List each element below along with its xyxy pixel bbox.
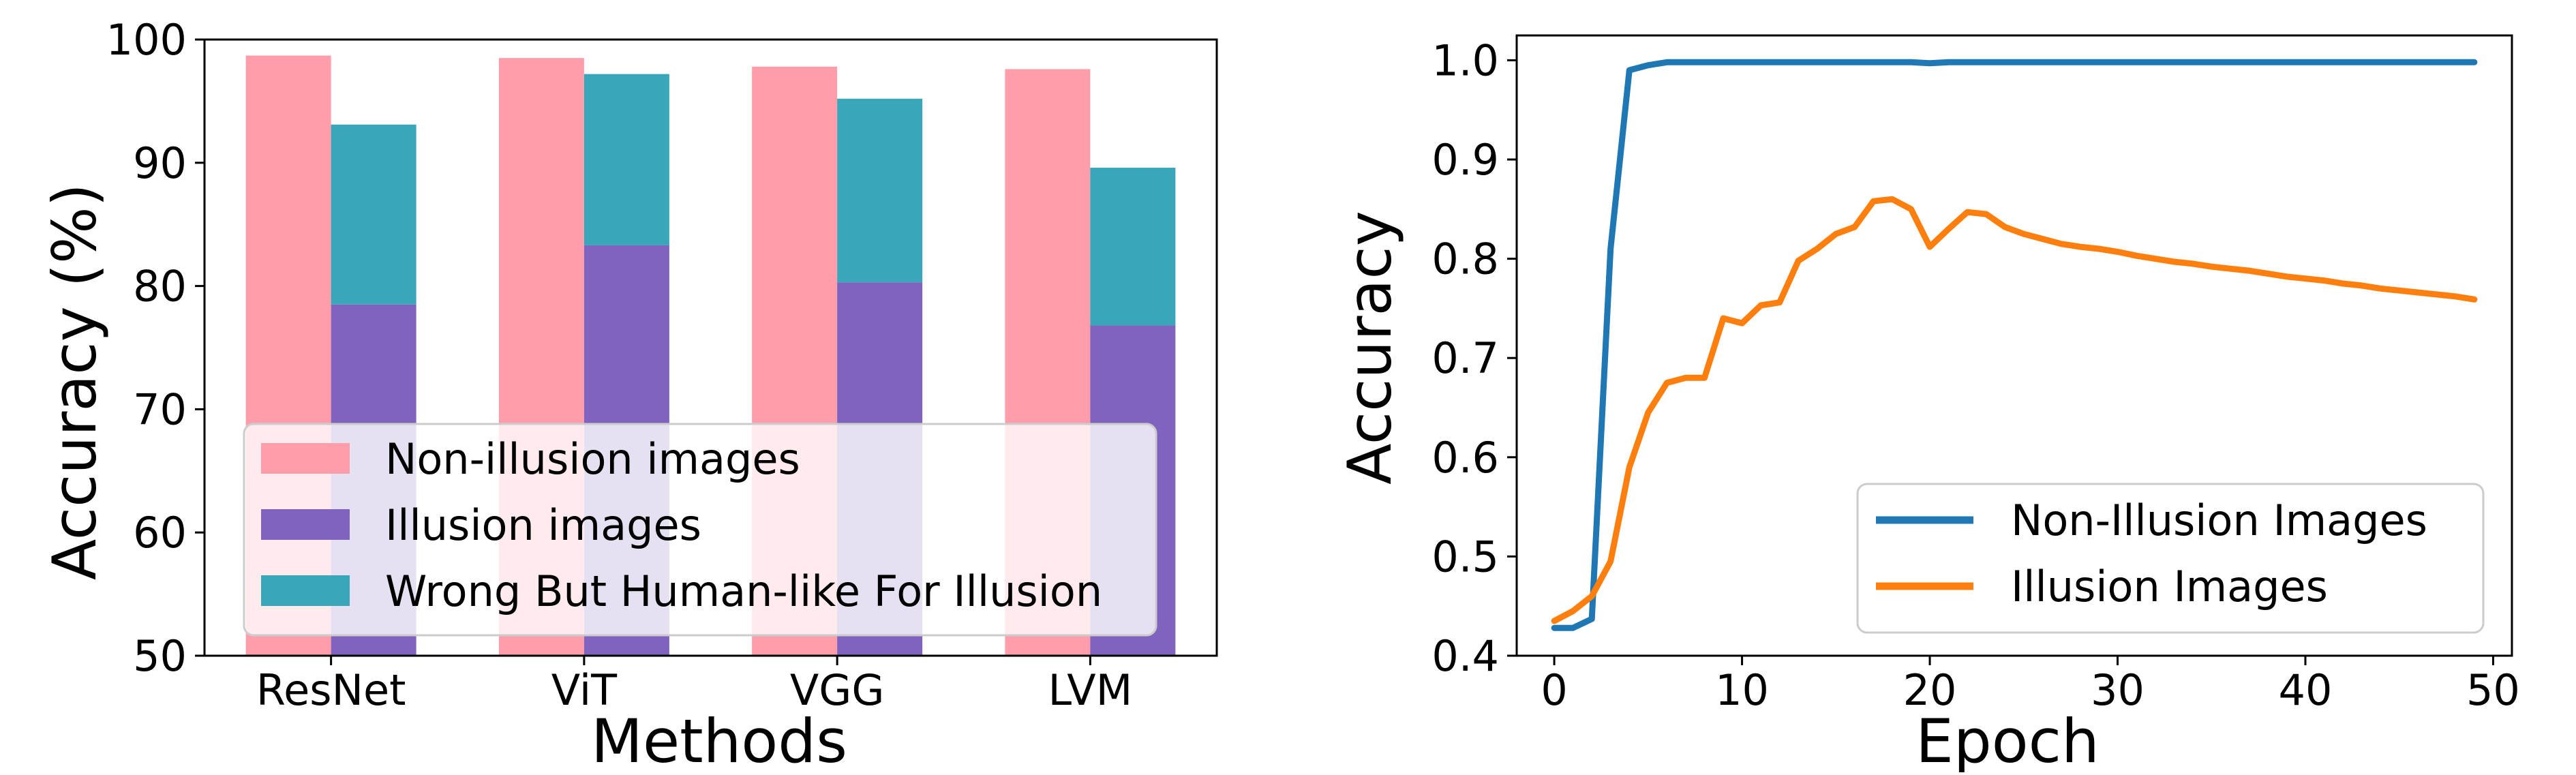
line-plot-frame (1515, 34, 2513, 657)
legend-swatch-non-illusion (261, 443, 350, 474)
bar-y-tick-label: 100 (106, 15, 187, 65)
line-x-tick-label: 50 (2466, 665, 2520, 715)
bar-legend-frame (243, 423, 1157, 637)
bar-y-axis-label: Accuracy (%) (40, 183, 110, 580)
line-x-tick-label: 30 (2091, 665, 2145, 715)
line-x-tick-label: 10 (1715, 665, 1769, 715)
legend-label-wrong-human-like: Wrong But Human-like For Illusion (385, 566, 1102, 616)
line-legend: Non-Illusion Images Illusion Images (1856, 483, 2485, 634)
bar-wrong-human-like-lvm (1090, 168, 1176, 326)
bar-wrong-human-like-vit (584, 74, 669, 245)
bar-chart: ResNet ViT VGG LVM 50 60 70 80 90 100 Methods Acc… (40, 15, 1218, 775)
line-y-tick-label: 0.8 (1431, 234, 1499, 284)
line-y-axis-label: Accuracy (1335, 211, 1405, 485)
line-x-tick-label: 40 (2279, 665, 2333, 715)
line-plot-area (1551, 59, 2478, 631)
line-illusion-images (1551, 196, 2478, 624)
line-chart: 0 10 20 30 40 50 0.4 0.5 0.6 0.7 0.8 0.9 1.0 Epoch A… (1335, 34, 2520, 775)
line-axes: 0 10 20 30 40 50 0.4 0.5 0.6 0.7 0.8 0.9 1.0 (1431, 34, 2520, 715)
line-non-illusion-images (1551, 59, 2478, 631)
legend-swatch-illusion (261, 509, 350, 540)
bar-x-axis-label: Methods (591, 706, 847, 772)
line-y-tick-label: 0.9 (1431, 135, 1499, 185)
legend-label-non-illusion-images: Non-Illusion Images (2011, 496, 2427, 545)
line-x-tick-label: 0 (1541, 665, 1567, 715)
bar-wrong-human-like-resnet (331, 124, 416, 305)
bar-plot-frame (203, 38, 1218, 657)
line-y-tick-label: 0.4 (1431, 631, 1499, 681)
bar-x-tick-label: ResNet (256, 665, 406, 715)
bar-axes: ResNet ViT VGG LVM 50 60 70 80 90 100 (106, 15, 1218, 715)
legend-swatch-wrong-human-like (261, 575, 350, 606)
line-y-tick-label: 1.0 (1431, 35, 1499, 85)
bar-x-tick-label: ViT (551, 665, 618, 715)
line-y-tick-label: 0.7 (1431, 333, 1499, 383)
legend-label-illusion-images: Illusion Images (2011, 562, 2328, 611)
line-x-axis-label: Epoch (1915, 706, 2099, 772)
legend-label-illusion: Illusion images (385, 500, 701, 550)
line-legend-frame (1856, 483, 2485, 634)
line-y-tick-label: 0.6 (1431, 433, 1499, 483)
line-x-tick-label: 20 (1903, 665, 1957, 715)
legend-label-non-illusion: Non-illusion images (385, 434, 800, 484)
bar-wrong-human-like-vgg (837, 98, 923, 283)
bar-y-tick-label: 60 (133, 508, 187, 558)
bar-y-tick-label: 50 (133, 631, 187, 681)
line-y-tick-label: 0.5 (1431, 532, 1499, 581)
bar-y-tick-label: 90 (133, 138, 187, 188)
bar-x-tick-label: LVM (1048, 665, 1133, 715)
bar-y-tick-label: 70 (133, 384, 187, 434)
bar-x-tick-label: VGG (790, 665, 885, 715)
bar-y-tick-label: 80 (133, 262, 187, 311)
bar-legend: Non-illusion images Illusion images Wron… (243, 423, 1157, 637)
